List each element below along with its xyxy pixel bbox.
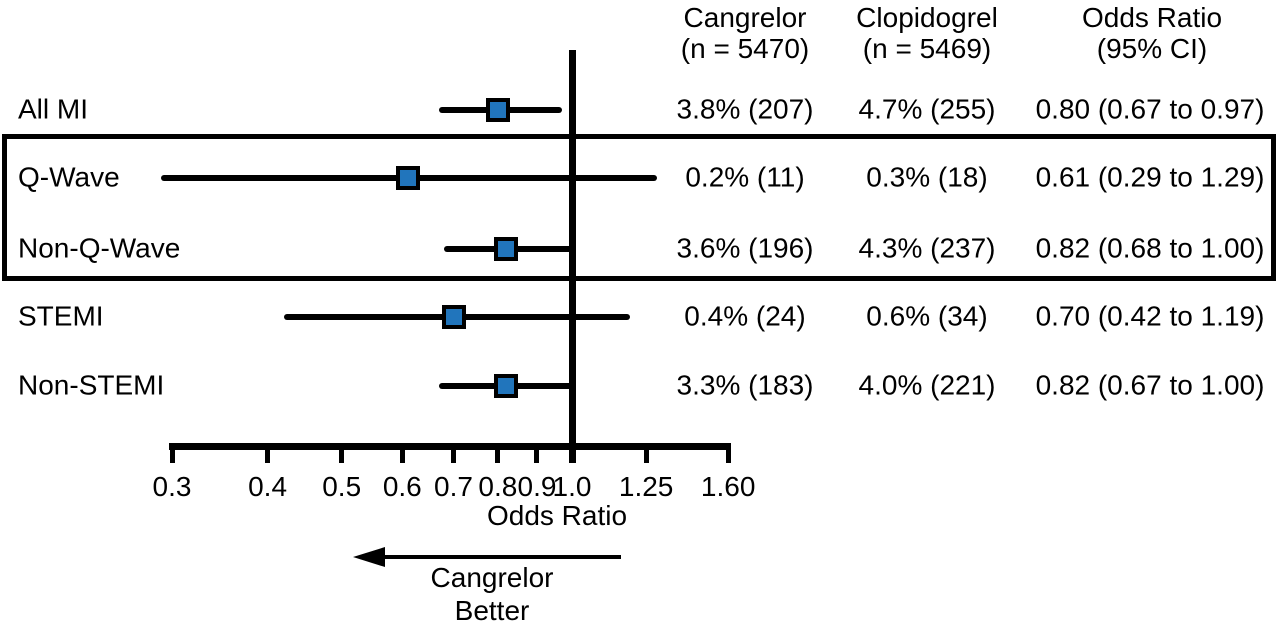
direction-note-line2: Better: [454, 595, 530, 624]
x-axis-tick: [643, 443, 649, 463]
odds-ratio-ci-value: 0.82 (0.68 to 1.00): [1035, 232, 1265, 264]
x-axis-tick-label: 0.7: [434, 471, 473, 502]
x-axis-tick: [534, 443, 540, 463]
row-label: Non-Q-Wave: [18, 232, 181, 264]
odds-ratio-ci-value: 0.80 (0.67 to 0.97): [1035, 93, 1265, 125]
x-axis-tick-label: 0.6: [382, 471, 422, 502]
column-header-clopidogrel-line1: Clopidogrel: [856, 2, 998, 33]
x-axis-tick: [169, 443, 175, 463]
column-header-odds-ratio-line2: (95% CI): [1096, 33, 1208, 64]
column-header-odds-ratio: Odds Ratio (95% CI): [1082, 2, 1222, 64]
x-axis-tick-label: 0.4: [248, 471, 288, 502]
column-header-cangrelor-line1: Cangrelor: [683, 2, 807, 33]
direction-note-line1: Cangrelor: [430, 562, 554, 593]
x-axis-tick: [495, 443, 501, 463]
column-header-odds-ratio-line1: Odds Ratio: [1081, 2, 1223, 33]
odds-ratio-ci-value: 0.82 (0.67 to 1.00): [1035, 369, 1265, 401]
odds-ratio-marker: [485, 98, 510, 122]
cangrelor-better-arrow-icon: [353, 547, 621, 567]
cangrelor-value: 0.2% (11): [685, 161, 805, 193]
column-header-cangrelor: Cangrelor (n = 5470): [681, 2, 809, 64]
row-label: All MI: [18, 93, 88, 125]
x-axis-tick-label: 1.0: [552, 471, 592, 502]
x-axis-tick-label: 1.60: [700, 471, 756, 502]
row-label: STEMI: [18, 300, 104, 332]
x-axis-tick-label: 0.3: [152, 471, 192, 502]
odds-ratio-marker: [494, 374, 519, 398]
x-axis-label: Odds Ratio: [486, 500, 628, 531]
x-axis-tick-label: 0.9: [517, 471, 557, 502]
x-axis-tick-label: 0.5: [322, 471, 362, 502]
cangrelor-value: 3.6% (196): [676, 232, 814, 264]
x-axis-tick: [265, 443, 271, 463]
cangrelor-value: 3.3% (183): [676, 369, 814, 401]
clopidogrel-value: 4.3% (237): [858, 232, 996, 264]
column-header-clopidogrel: Clopidogrel (n = 5469): [856, 2, 998, 64]
column-header-cangrelor-line2: (n = 5470): [680, 33, 810, 64]
odds-ratio-marker: [441, 305, 466, 329]
clopidogrel-value: 0.6% (34): [866, 300, 988, 332]
row-label: Q-Wave: [18, 161, 120, 193]
x-axis-tick: [569, 443, 575, 463]
odds-ratio-ci-value: 0.70 (0.42 to 1.19): [1035, 300, 1265, 332]
highlight-box-q-wave-subgroup: [2, 134, 1276, 281]
cangrelor-value: 3.8% (207): [676, 93, 814, 125]
x-axis-tick: [399, 443, 405, 463]
cangrelor-value: 0.4% (24): [684, 300, 806, 332]
x-axis-tick: [339, 443, 345, 463]
odds-ratio-marker: [494, 237, 519, 261]
x-axis-line: [169, 443, 732, 450]
x-axis-tick: [725, 443, 731, 463]
clopidogrel-value: 4.7% (255): [858, 93, 996, 125]
row-label: Non-STEMI: [18, 369, 165, 401]
column-header-clopidogrel-line2: (n = 5469): [862, 33, 992, 64]
x-axis-tick-label: 1.25: [618, 471, 674, 502]
clopidogrel-value: 4.0% (221): [858, 369, 996, 401]
odds-ratio-marker: [395, 166, 420, 190]
x-axis-tick: [451, 443, 456, 463]
clopidogrel-value: 0.3% (18): [866, 161, 988, 193]
odds-ratio-ci-value: 0.61 (0.29 to 1.29): [1035, 161, 1265, 193]
x-axis-tick-label: 0.8: [478, 471, 518, 502]
reference-line-or-1: [568, 50, 576, 463]
